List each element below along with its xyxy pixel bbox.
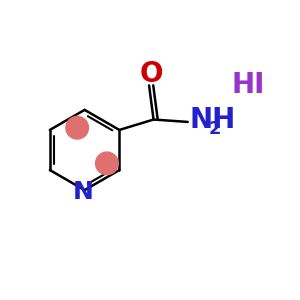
Text: N: N xyxy=(73,180,94,204)
Text: HI: HI xyxy=(231,70,265,99)
Circle shape xyxy=(66,116,88,139)
Text: NH: NH xyxy=(189,106,236,134)
Text: O: O xyxy=(140,60,163,88)
Text: 2: 2 xyxy=(209,120,222,138)
Circle shape xyxy=(96,152,118,175)
